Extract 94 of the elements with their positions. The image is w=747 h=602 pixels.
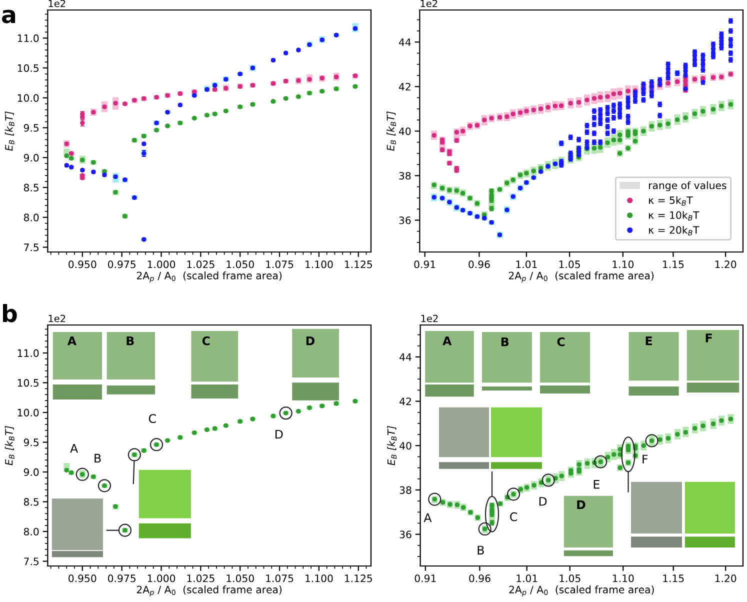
y-tick-label: 10.5: [18, 379, 38, 387]
y-tick-label: 9.0: [24, 468, 39, 476]
annotation: D: [306, 336, 314, 346]
x-axis-title: 2A$_{p}$ / A$_{0}$ (scaled frame area): [136, 586, 282, 596]
y-tick-label: 44: [398, 38, 411, 46]
y-tick-label: 36: [399, 216, 411, 224]
annotation: D: [276, 430, 283, 439]
x-axis-title: 2A$_{p}$ / A$_{0}$ (scaled frame area): [136, 272, 282, 282]
x-tick-label: 0.91: [414, 574, 436, 582]
legend-label: κ = 20k$_{B}$T: [649, 226, 700, 236]
x-tick-label: 0.975: [108, 574, 136, 582]
chart-title: a: [2, 10, 16, 24]
annotation: B: [478, 546, 484, 554]
annotation: D: [539, 497, 547, 506]
x-tick-label: 0.91: [414, 260, 436, 268]
x-tick-label: 1.075: [266, 574, 294, 582]
x-tick-label: 1.20: [715, 260, 736, 268]
x-tick-label: 1.10: [612, 260, 634, 268]
y-axis-title: E$_{B}$ [k$_{B}$T]: [4, 111, 14, 151]
annotation: A: [442, 336, 452, 346]
y-tick-label: 8.0: [24, 214, 39, 222]
y-axis-title: E$_{B}$ [k$_{B}$T]: [386, 111, 396, 151]
x-tick-label: 1.125: [344, 260, 372, 268]
x-tick-label: 1.125: [344, 574, 372, 582]
y-tick-label: 40: [398, 127, 411, 136]
annotation: C: [557, 337, 565, 346]
x-tick-label: 1.100: [306, 574, 333, 582]
y-tick-label: 8.5: [24, 184, 38, 192]
legend-label: κ = 5k$_{B}$T: [649, 196, 693, 206]
annotation: B: [94, 454, 101, 463]
y-tick-label: 40: [400, 442, 412, 450]
y-tick-label: 10.0: [18, 408, 39, 416]
text: 1e2: [48, 314, 66, 322]
annotation: C: [510, 512, 518, 522]
text: 1e2: [420, 0, 438, 8]
x-tick-label: 1.000: [148, 260, 176, 268]
y-tick-label: 44: [400, 353, 412, 361]
text: 1e2: [421, 314, 438, 322]
x-tick-label: 0.950: [68, 260, 96, 268]
y-axis-title: E$_{B}$ [k$_{B}$T]: [4, 426, 14, 466]
annotation: D: [577, 500, 586, 510]
chart-title: b: [2, 304, 17, 322]
x-tick-label: 1.075: [266, 260, 294, 268]
annotation: E: [594, 480, 600, 489]
annotation: A: [70, 444, 78, 453]
x-tick-label: 1.050: [226, 260, 254, 268]
annotation: F: [642, 454, 648, 464]
x-tick-label: 1.05: [559, 260, 580, 268]
y-tick-label: 8.5: [24, 498, 38, 506]
y-tick-label: 9.0: [24, 154, 39, 162]
x-tick-label: 0.950: [68, 574, 96, 582]
annotation: C: [148, 414, 156, 424]
legend-label: κ = 10k$_{B}$T: [649, 211, 700, 220]
annotation: B: [501, 337, 509, 346]
x-tick-label: 1.01: [516, 260, 537, 268]
x-tick-label: 1.025: [187, 574, 214, 582]
x-tick-label: 1.15: [663, 260, 684, 268]
y-tick-label: 42: [398, 82, 410, 90]
x-tick-label: 1.20: [715, 574, 736, 582]
x-tick-label: 1.050: [226, 574, 254, 582]
annotation: B: [126, 336, 134, 346]
y-tick-label: 9.5: [24, 438, 38, 446]
x-tick-label: 0.975: [108, 260, 136, 268]
x-tick-label: 1.000: [148, 574, 176, 582]
y-tick-label: 11.0: [18, 349, 39, 357]
annotation: C: [202, 336, 210, 346]
x-tick-label: 1.05: [560, 574, 580, 582]
y-tick-label: 8.0: [24, 528, 39, 536]
x-axis-title: 2A$_{p}$ / A$_{0}$ (scaled frame area): [508, 272, 654, 282]
y-tick-label: 36: [400, 530, 412, 538]
x-tick-label: 1.100: [306, 260, 333, 268]
y-tick-label: 10.5: [18, 64, 38, 72]
annotation: E: [646, 336, 652, 346]
x-tick-label: 0.96: [469, 574, 490, 582]
y-axis-title: E$_{B}$ [k$_{B}$T]: [387, 426, 397, 466]
annotation: A: [424, 513, 432, 522]
y-tick-label: 38: [400, 486, 412, 494]
y-tick-label: 38: [399, 172, 411, 180]
y-tick-label: 11.0: [18, 34, 39, 42]
x-tick-label: 0.96: [468, 260, 490, 268]
legend-title: range of values: [649, 181, 726, 192]
y-tick-label: 42: [400, 398, 411, 406]
text: 1e2: [48, 0, 66, 8]
x-tick-label: 1.10: [612, 574, 634, 582]
y-tick-label: 9.5: [24, 124, 38, 132]
y-tick-label: 10.0: [18, 94, 39, 102]
y-tick-label: 7.5: [24, 244, 38, 252]
annotation: F: [706, 334, 712, 342]
y-tick-label: 7.5: [24, 558, 38, 566]
x-axis-title: 2A$_{p}$ / A$_{0}$ (scaled frame area): [509, 586, 654, 596]
annotation: A: [67, 336, 76, 346]
x-tick-label: 1.01: [516, 574, 538, 582]
x-tick-label: 1.025: [187, 260, 214, 268]
x-tick-label: 1.15: [663, 574, 684, 582]
